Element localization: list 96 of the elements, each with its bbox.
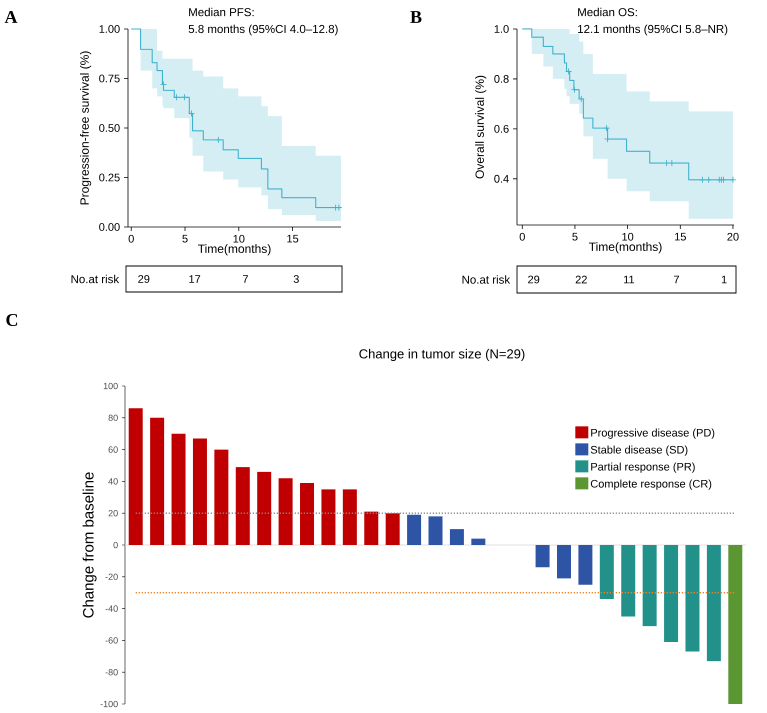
- chart-subtitle: 5.8 months (95%CI 4.0–12.8): [188, 24, 338, 36]
- point: [214, 136, 222, 144]
- bar: [536, 544, 550, 568]
- bar: [214, 450, 228, 545]
- bar: [407, 514, 422, 545]
- bar: [364, 512, 378, 545]
- bar: [342, 489, 357, 545]
- x-axis-title: Time(months): [198, 244, 271, 256]
- legend-label: Stable disease (SD): [590, 446, 688, 456]
- y-tick-label: -20: [106, 574, 118, 580]
- bar: [128, 408, 143, 545]
- y-axis-title: Overall survival (%): [475, 76, 486, 178]
- bar: [556, 544, 571, 578]
- y-tick-label: 0.50: [99, 124, 120, 132]
- bar: [728, 544, 742, 704]
- y-axis-title: Change from baseline: [82, 472, 97, 618]
- y-tick-label: 0: [113, 542, 118, 548]
- chart-subtitle: 12.1 months (95%CI 5.8–NR): [578, 24, 728, 36]
- data-label: 7: [242, 275, 248, 283]
- y-tick-label: 0.75: [99, 74, 120, 82]
- bar: [664, 544, 678, 642]
- y-tick-label: 60: [108, 446, 118, 453]
- x-tick-label: 15: [287, 234, 298, 243]
- point: [718, 176, 725, 184]
- x-tick-label: 10: [234, 234, 244, 243]
- bar: [257, 472, 272, 545]
- point: [720, 176, 727, 184]
- legend-label: Partial response (PR): [591, 462, 695, 473]
- y-tick-label: -40: [106, 605, 118, 612]
- data-label: 22: [576, 276, 587, 284]
- bar: [621, 544, 636, 617]
- bar: [300, 482, 314, 545]
- bar: [578, 544, 592, 585]
- x-tick-label: 10: [622, 232, 634, 241]
- point: [181, 94, 188, 101]
- data-label: 29: [138, 275, 150, 283]
- point: [698, 176, 706, 184]
- y-tick-label: 0.4: [494, 174, 509, 183]
- bar: [706, 544, 721, 662]
- chart-title: Median PFS:: [189, 8, 254, 16]
- y-tick-label: 1.0: [494, 25, 509, 33]
- data-label: 7: [674, 276, 679, 284]
- bar: [386, 513, 400, 545]
- bar: [236, 467, 250, 545]
- bar: [321, 489, 336, 545]
- x-tick-label: 0: [128, 234, 134, 243]
- point: [172, 94, 180, 101]
- text: A: [4, 11, 18, 23]
- y-tick-label: 0.25: [99, 174, 120, 182]
- legend-label: Complete response (CR): [590, 480, 712, 490]
- bar: [150, 418, 164, 545]
- bar: [685, 544, 700, 652]
- chart-title: Change in tumor size (N=29): [359, 348, 524, 362]
- text: C: [6, 314, 18, 326]
- text: B: [410, 11, 422, 23]
- y-axis-title: Progression-free survival (%): [80, 51, 92, 204]
- bar: [450, 529, 464, 545]
- y-tick-label: 20: [108, 510, 118, 516]
- y-tick-label: 100: [104, 382, 118, 390]
- chart-title: Median OS:: [578, 8, 637, 16]
- y-tick-label: 80: [108, 414, 118, 421]
- bar: [642, 544, 657, 626]
- y-tick-label: -100: [100, 700, 118, 708]
- y-tick-label: 0.6: [494, 124, 509, 133]
- bar: [600, 544, 614, 600]
- point: [730, 176, 736, 184]
- point: [705, 176, 712, 184]
- y-tick-label: 0.00: [99, 223, 120, 231]
- text: No.at risk: [72, 274, 120, 284]
- x-tick-label: 5: [182, 234, 188, 243]
- x-tick-label: 5: [572, 232, 578, 241]
- point: [578, 95, 585, 102]
- bar: [172, 434, 186, 545]
- data-label: 17: [189, 275, 200, 283]
- bar: [192, 438, 207, 545]
- text: No.at risk: [462, 275, 510, 284]
- point: [570, 86, 578, 94]
- x-tick-label: 15: [675, 232, 686, 241]
- data-label: 29: [528, 276, 540, 284]
- point: [565, 68, 572, 75]
- legend-label: Progressive disease (PD): [591, 428, 714, 439]
- y-tick-label: 0.8: [494, 75, 509, 83]
- y-tick-label: 1.00: [100, 25, 120, 33]
- data-label: 11: [624, 276, 634, 284]
- bar: [278, 478, 293, 545]
- y-tick-label: -60: [106, 637, 118, 644]
- x-axis-title: Time(months): [588, 242, 662, 254]
- point: [603, 124, 610, 132]
- x-tick-label: 20: [727, 232, 739, 241]
- bar: [428, 516, 443, 545]
- y-tick-label: 40: [108, 478, 118, 485]
- bar: [471, 538, 486, 545]
- data-label: 1: [722, 276, 727, 284]
- x-tick-label: 0: [520, 232, 525, 241]
- y-tick-label: -80: [106, 669, 118, 676]
- data-label: 3: [294, 275, 299, 283]
